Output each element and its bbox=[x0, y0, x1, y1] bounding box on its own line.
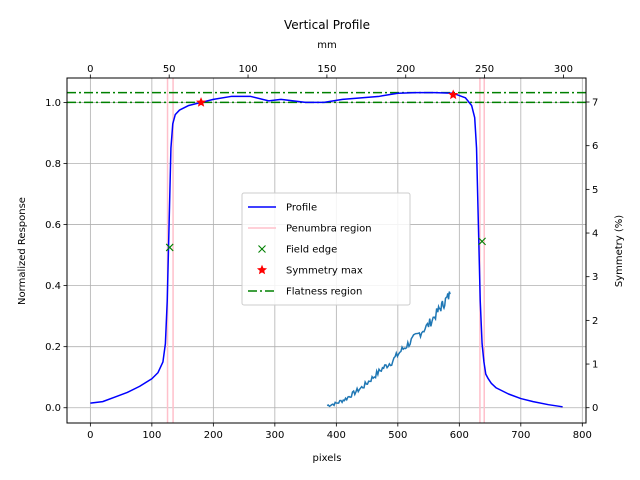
secondary-x-axis-title: mm bbox=[317, 40, 336, 51]
x-tick-label: 200 bbox=[204, 430, 223, 441]
x-tick-label: 100 bbox=[142, 430, 161, 441]
secondary-y-tick-label: 0 bbox=[592, 403, 598, 414]
legend-entry: Penumbra region bbox=[248, 224, 372, 235]
x-tick-label: 500 bbox=[388, 430, 407, 441]
x-axis-title: pixels bbox=[313, 453, 342, 464]
y-tick-label: 1.0 bbox=[45, 98, 61, 109]
secondary-x-tick-label: 50 bbox=[163, 64, 176, 75]
secondary-x-tick-label: 100 bbox=[238, 64, 257, 75]
x-marker-stroke bbox=[478, 237, 486, 246]
secondary-y-tick-label: 6 bbox=[592, 141, 598, 152]
legend-label: Field edge bbox=[286, 245, 337, 256]
axis-ticks: 0 100 200 300 400 500 600 700 8000.00.20.40.60.8… bbox=[45, 64, 598, 441]
legend: Profile Penumbra region Field edge Symmetry… bbox=[241, 192, 411, 306]
symmetry-max-marker bbox=[196, 97, 207, 107]
x-tick-label: 300 bbox=[265, 430, 284, 441]
x-marker-stroke bbox=[258, 245, 266, 253]
legend-entry: Profile bbox=[248, 203, 317, 214]
legend-label: Penumbra region bbox=[286, 224, 372, 235]
secondary-x-tick-label: 200 bbox=[396, 64, 415, 75]
secondary-y-tick-label: 3 bbox=[592, 272, 598, 283]
profile-line bbox=[90, 91, 563, 408]
x-tick-label: 600 bbox=[450, 430, 469, 441]
series-layer bbox=[90, 91, 563, 408]
secondary-y-tick-label: 7 bbox=[592, 98, 598, 109]
secondary-y-tick-label: 4 bbox=[592, 229, 598, 240]
markers-layer bbox=[165, 89, 486, 252]
legend-label: Symmetry max bbox=[286, 266, 363, 277]
y-tick-label: 0.4 bbox=[45, 281, 61, 292]
legend-box bbox=[241, 192, 411, 306]
y-tick-label: 0.2 bbox=[45, 342, 61, 353]
y-tick-label: 0.8 bbox=[45, 159, 61, 170]
field-edge-marker bbox=[478, 237, 486, 246]
secondary-y-tick-label: 5 bbox=[592, 185, 598, 196]
field-edge-marker bbox=[165, 243, 174, 252]
chart-title: Vertical Profile bbox=[284, 18, 370, 32]
secondary-x-tick-label: 250 bbox=[475, 64, 494, 75]
symmetry-line bbox=[326, 291, 451, 408]
secondary-x-tick-label: 0 bbox=[87, 64, 93, 75]
legend-label: Profile bbox=[286, 203, 317, 214]
legend-swatch bbox=[256, 264, 268, 275]
x-tick-label: 700 bbox=[511, 430, 530, 441]
secondary-y-axis-title: Symmetry (%) bbox=[614, 215, 625, 287]
symmetry-max-marker bbox=[448, 89, 459, 100]
legend-entry: Symmetry max bbox=[256, 264, 363, 277]
legend-entry: Field edge bbox=[258, 245, 337, 256]
legend-entry: Flatness region bbox=[248, 287, 362, 298]
x-tick-label: 0 bbox=[87, 430, 93, 441]
y-tick-label: 0.6 bbox=[45, 220, 61, 231]
secondary-x-tick-label: 300 bbox=[554, 64, 573, 75]
legend-swatch bbox=[258, 245, 266, 253]
secondary-x-tick-label: 150 bbox=[317, 64, 336, 75]
secondary-y-tick-label: 1 bbox=[592, 360, 598, 371]
secondary-y-tick-label: 2 bbox=[592, 316, 598, 327]
legend-label: Flatness region bbox=[286, 287, 362, 298]
y-tick-label: 0.0 bbox=[45, 403, 61, 414]
x-tick-label: 400 bbox=[327, 430, 346, 441]
y-axis-title: Normalized Response bbox=[17, 197, 28, 305]
x-tick-label: 800 bbox=[573, 430, 592, 441]
x-marker-stroke bbox=[165, 243, 174, 252]
